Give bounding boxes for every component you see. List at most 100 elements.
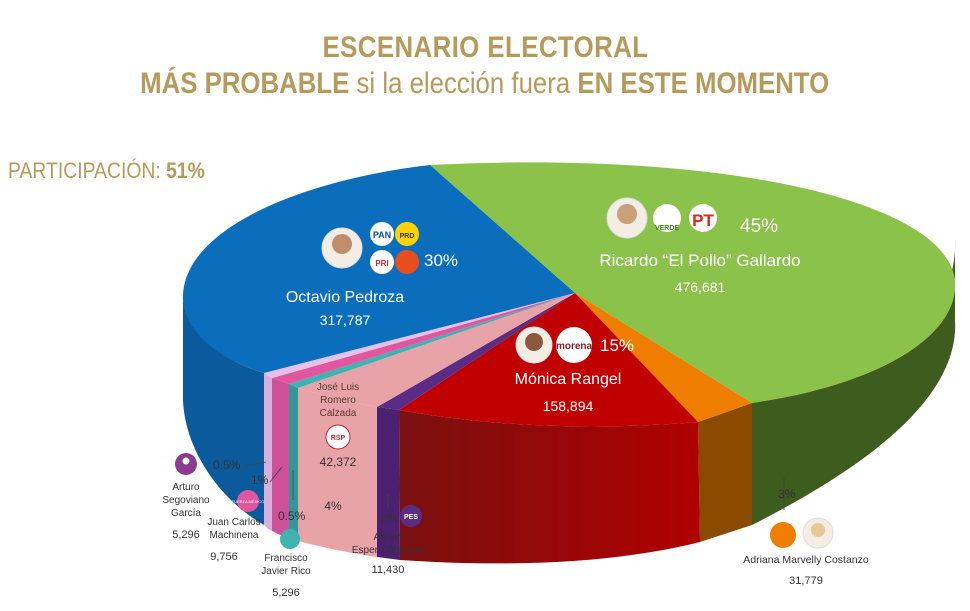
- pes-icon: [400, 505, 422, 527]
- prd-logo-text: PRD: [400, 233, 415, 240]
- slice-machinena: [272, 293, 575, 384]
- slice-esper: [377, 293, 575, 410]
- title-line-1: ESCENARIO ELECTORAL: [322, 31, 648, 64]
- rangel-percent: 15%: [600, 336, 634, 355]
- pcp-icon: [395, 250, 419, 274]
- segoviano-name-1: Arturo: [172, 482, 200, 493]
- gallardo-name: Ricardo “El Pollo” Gallardo: [599, 251, 800, 270]
- machinena-name-2: Machinena: [210, 530, 259, 541]
- leader-segoviano: [245, 461, 267, 467]
- slice-rangel: [399, 293, 698, 427]
- slice-romero: [298, 293, 575, 407]
- label-esper: 1% PES Adrián Esper Cárdenas 11,430: [352, 505, 424, 576]
- rsp-logo-text: RSP: [331, 435, 346, 442]
- pedroza-percent: 30%: [424, 251, 458, 270]
- label-gallardo: VERDE PT 45% Ricardo “El Pollo” Gallardo…: [599, 197, 801, 295]
- label-rico: 0.5% Francisco Javier Rico 5,296: [261, 509, 311, 599]
- pt-logo-text: PT: [692, 211, 714, 230]
- mc-icon: [770, 522, 796, 548]
- machinena-votes: 9,756: [210, 551, 238, 563]
- rangel-votes: 158,894: [543, 398, 594, 414]
- side-pink: [298, 388, 377, 557]
- side-lavender: [264, 373, 272, 531]
- slice-rico: [289, 293, 575, 388]
- verde-icon: [653, 204, 681, 232]
- gallardo-percent: 45%: [740, 216, 778, 237]
- morena-logo-text: morena: [556, 341, 593, 352]
- label-romero: José Luis Romero Calzada RSP 42,372 4%: [317, 382, 359, 513]
- romero-name-1: José Luis: [317, 382, 359, 393]
- label-pedroza: PAN PRD PRI 30% Octavio Pedroza 317,787: [286, 222, 458, 328]
- side-red: [399, 410, 700, 564]
- pt-icon: [689, 204, 717, 232]
- leader-machinena: [269, 466, 283, 483]
- verde-logo-text: VERDE: [655, 225, 679, 232]
- label-rangel: morena 15% Mónica Rangel 158,894: [515, 326, 634, 414]
- participation-label: PARTICIPACIÓN: 51%: [8, 158, 205, 184]
- avatar-costanzo-face: [811, 523, 825, 537]
- costanzo-name: Adriana Marvelly Costanzo: [743, 554, 869, 566]
- pedroza-name: Octavio Pedroza: [286, 289, 404, 306]
- fxm-icon: [280, 529, 300, 549]
- pie-top: [182, 162, 956, 427]
- leader-lines: [245, 461, 785, 510]
- romero-name-3: Calzada: [320, 408, 357, 419]
- romero-name-2: Romero: [320, 395, 356, 406]
- label-segoviano: 0.5% Arturo Segoviano García 5,296: [162, 453, 241, 541]
- esper-percent: 1%: [380, 511, 398, 525]
- romero-votes: 42,372: [320, 455, 357, 469]
- avatar-pedroza-face: [332, 234, 352, 254]
- pri-logo-text: PRI: [375, 259, 388, 268]
- slice-costanzo: [575, 293, 752, 422]
- side-teal: [289, 384, 298, 541]
- pna-icon-head: [182, 457, 190, 465]
- label-machinena: 1% FUERZA MÉXICO Juan Carlos Machinena 9…: [207, 473, 268, 563]
- pan-icon: [370, 222, 394, 246]
- side-orange: [698, 403, 752, 542]
- avatar-rangel-face: [525, 333, 543, 351]
- rico-percent: 0.5%: [278, 509, 306, 523]
- chart-title: ESCENARIO ELECTORAL MÁS PROBABLE si la e…: [0, 30, 970, 102]
- pan-logo-text: PAN: [373, 230, 391, 240]
- participation-text: PARTICIPACIÓN:: [8, 158, 167, 183]
- pri-icon: [370, 250, 394, 274]
- side-magenta: [272, 378, 289, 538]
- prd-icon: [395, 222, 419, 246]
- fuerza-mexico-logo-text: FUERZA MÉXICO: [232, 499, 265, 504]
- fuerza-mexico-icon: [237, 490, 259, 512]
- side-blue: [183, 300, 264, 525]
- rangel-name: Mónica Rangel: [515, 371, 622, 388]
- rico-name-1: Francisco: [264, 553, 308, 564]
- slice-segoviano: [264, 293, 575, 378]
- rico-votes: 5,296: [272, 587, 300, 599]
- morena-icon: [556, 327, 592, 363]
- segoviano-name-3: García: [171, 508, 201, 519]
- costanzo-percent: 3%: [778, 487, 796, 501]
- gallardo-votes: 476,681: [675, 279, 726, 295]
- side-green: [752, 240, 956, 525]
- title-bold-2: EN ESTE MOMENTO: [577, 67, 830, 100]
- slice-gallardo: [430, 162, 956, 403]
- segoviano-votes: 5,296: [172, 529, 200, 541]
- esper-votes: 11,430: [372, 564, 405, 576]
- romero-percent: 4%: [324, 499, 342, 513]
- pedroza-votes: 317,787: [320, 312, 371, 328]
- rsp-icon: [325, 424, 351, 450]
- participation-value: 51%: [166, 158, 205, 183]
- esper-name-1: Adrián: [374, 532, 403, 543]
- title-line-2: MÁS PROBABLE si la elección fuera EN EST…: [140, 66, 829, 102]
- segoviano-name-2: Segoviano: [162, 495, 210, 506]
- esper-name-2: Esper Cárdenas: [352, 545, 424, 556]
- segoviano-percent: 0.5%: [213, 458, 241, 472]
- title-bold-1: MÁS PROBABLE: [140, 67, 350, 100]
- pie-side-band: [183, 240, 956, 564]
- pes-logo-text: PES: [404, 514, 418, 521]
- machinena-percent: 1%: [251, 473, 269, 487]
- avatar-gallardo-face: [617, 204, 637, 224]
- machinena-name-1: Juan Carlos: [207, 517, 260, 528]
- side-purple: [377, 407, 400, 560]
- rico-name-2: Javier Rico: [261, 566, 311, 577]
- costanzo-votes: 31,779: [789, 575, 823, 587]
- label-costanzo: 3% Adriana Marvelly Costanzo 31,779: [743, 487, 869, 587]
